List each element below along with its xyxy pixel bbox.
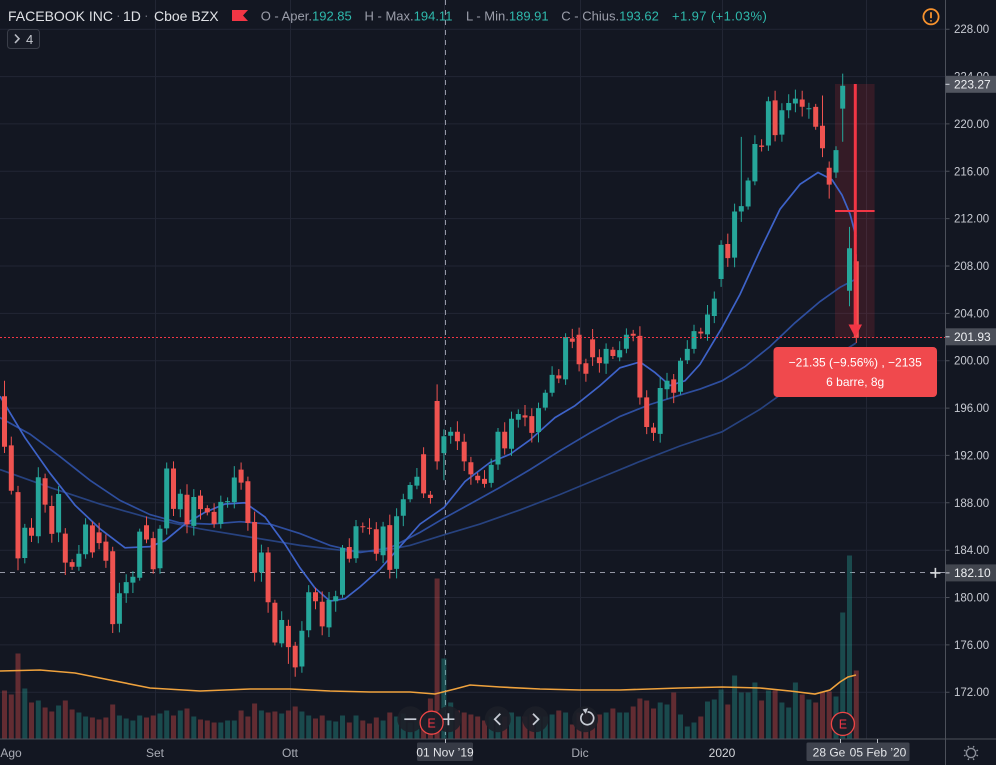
svg-text:O - Aper.192.85: O - Aper.192.85: [261, 9, 352, 24]
svg-text:196.00: 196.00: [954, 403, 989, 415]
svg-text:L - Min.189.91: L - Min.189.91: [466, 9, 549, 24]
svg-text:180.00: 180.00: [954, 593, 989, 605]
svg-text:+1.97 (+1.03%): +1.97 (+1.03%): [672, 9, 767, 24]
svg-text:Set: Set: [146, 746, 165, 760]
svg-text:28 Ge: 28 Ge: [813, 746, 846, 760]
svg-text:Ott: Ott: [282, 746, 299, 760]
svg-text:·: ·: [144, 7, 149, 23]
svg-text:FACEBOOK INC: FACEBOOK INC: [8, 8, 113, 24]
svg-text:·: ·: [116, 7, 121, 23]
svg-text:220.00: 220.00: [954, 119, 989, 131]
svg-text:4: 4: [26, 32, 33, 47]
svg-text:−21.35 (−9.56%) , −2135: −21.35 (−9.56%) , −2135: [789, 356, 922, 370]
svg-text:201.93: 201.93: [954, 330, 991, 344]
svg-text:212.00: 212.00: [954, 214, 989, 226]
svg-text:216.00: 216.00: [954, 166, 989, 178]
svg-text:2020: 2020: [709, 746, 736, 760]
svg-text:200.00: 200.00: [954, 356, 989, 368]
svg-text:223.27: 223.27: [954, 78, 991, 92]
svg-text:6 barre, 8g: 6 barre, 8g: [826, 375, 884, 389]
svg-text:184.00: 184.00: [954, 545, 989, 557]
svg-text:Dic: Dic: [571, 746, 588, 760]
svg-text:E: E: [427, 716, 435, 730]
svg-text:176.00: 176.00: [954, 640, 989, 652]
svg-text:05 Feb ’20: 05 Feb ’20: [850, 746, 907, 760]
svg-text:182.10: 182.10: [954, 566, 991, 580]
svg-text:204.00: 204.00: [954, 308, 989, 320]
svg-text:Ago: Ago: [0, 746, 22, 760]
svg-text:C - Chius.193.62: C - Chius.193.62: [561, 9, 659, 24]
svg-text:1D: 1D: [123, 8, 141, 24]
svg-text:192.00: 192.00: [954, 450, 989, 462]
svg-text:E: E: [839, 718, 847, 732]
svg-text:172.00: 172.00: [954, 687, 989, 699]
svg-text:Cboe BZX: Cboe BZX: [154, 8, 219, 24]
svg-text:208.00: 208.00: [954, 261, 989, 273]
svg-text:188.00: 188.00: [954, 498, 989, 510]
svg-text:H - Max.194.11: H - Max.194.11: [365, 9, 453, 24]
svg-text:01 Nov ’19: 01 Nov ’19: [416, 746, 474, 760]
svg-text:228.00: 228.00: [954, 24, 989, 36]
